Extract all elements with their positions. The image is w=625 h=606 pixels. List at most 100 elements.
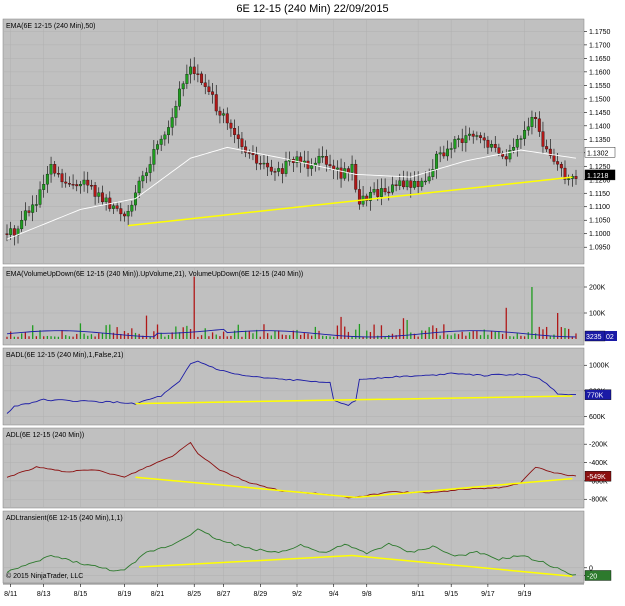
price-candle	[123, 213, 126, 217]
price-candle	[196, 73, 200, 75]
price-candle	[284, 161, 288, 174]
panel-0-y-tick-label: 1.1550	[589, 83, 611, 90]
copyright-text: © 2015 NinjaTrader, LLC	[6, 572, 83, 580]
price-candle	[468, 133, 471, 136]
indicator-4-trend-line	[139, 554, 353, 568]
price-candle	[9, 228, 13, 235]
price-candle	[152, 149, 156, 165]
indicator-2-line	[6, 360, 577, 414]
price-candle	[225, 113, 229, 124]
indicator-2-value-label: 770K	[587, 393, 604, 400]
x-tick-label: 9/17	[481, 591, 495, 598]
price-candle	[442, 152, 446, 157]
price-candle	[519, 138, 523, 140]
panel-0-y-tick-label: 1.1250	[589, 164, 611, 171]
price-candle	[416, 180, 420, 187]
indicator-3-value-tag	[584, 471, 612, 482]
price-candle	[255, 154, 259, 164]
panel-3-y-tick-label: -400K	[589, 460, 608, 467]
price-candle	[504, 156, 508, 160]
price-candle	[534, 117, 538, 119]
ema-value-tag	[584, 147, 616, 158]
price-candle	[20, 219, 24, 230]
price-candle	[376, 189, 380, 197]
price-candle	[130, 204, 134, 212]
chart-canvas[interactable]: 1.1750 1.1700 1.1650 1.1600 1.1550 1.1500 1.14…	[0, 18, 625, 606]
price-candle	[372, 189, 376, 193]
panel-4-background	[2, 510, 585, 584]
price-candle	[277, 168, 281, 172]
price-candle	[12, 228, 16, 236]
price-candle	[181, 83, 185, 90]
price-candle	[512, 147, 516, 151]
price-candle	[78, 184, 82, 187]
x-tick-label: 8/19	[118, 591, 132, 598]
panel-3-y-tick-label: -200K	[589, 442, 608, 449]
price-candle	[97, 192, 101, 197]
window-title: 6E 12-15 (240 Min) 22/09/2015	[0, 0, 625, 18]
price-candle	[89, 185, 93, 187]
price-candle	[482, 137, 486, 141]
price-candle	[104, 197, 108, 203]
price-candle	[269, 166, 273, 172]
price-trend-line	[128, 176, 573, 227]
indicator-2-value-tag	[584, 389, 612, 400]
x-tick-label: 9/11	[412, 591, 425, 598]
panel-0-y-tick-label: 1.1150	[589, 191, 610, 198]
price-candle	[218, 110, 222, 116]
price-candle	[233, 128, 237, 135]
price-candle	[453, 139, 457, 149]
price-candle	[479, 135, 483, 138]
x-tick-label: 8/27	[217, 591, 231, 598]
panel-3-title: ADL(6E 12-15 (240 Min))	[6, 432, 84, 439]
price-candle	[556, 161, 560, 165]
price-candle	[368, 191, 372, 201]
price-candle	[67, 183, 71, 185]
price-candle	[5, 233, 9, 235]
price-candle	[266, 162, 270, 168]
panel-0-y-tick-label: 1.1750	[589, 29, 611, 36]
indicator-4-line	[6, 528, 577, 576]
price-candle	[49, 164, 53, 175]
panel-0-y-tick-label: 1.1050	[589, 218, 611, 225]
price-candle	[464, 135, 468, 143]
panel-0-y-tick-label: 1.1600	[589, 69, 611, 76]
price-candle	[34, 204, 38, 206]
price-candle	[141, 175, 145, 182]
price-candle	[145, 172, 148, 176]
price-candle	[391, 184, 394, 193]
price-candle	[207, 86, 211, 92]
x-tick-label: 8/15	[74, 591, 88, 598]
x-tick-label: 8/13	[37, 591, 51, 598]
price-candle	[222, 113, 226, 116]
panel-0-y-tick-label: 1.1100	[589, 204, 610, 211]
price-candle	[324, 156, 328, 165]
panel-4-y-tick-label: 0	[589, 565, 593, 572]
price-candle	[523, 130, 527, 139]
price-candle	[471, 133, 475, 137]
price-candle	[548, 148, 552, 156]
price-candle	[126, 211, 130, 217]
price-candle	[310, 165, 314, 169]
price-candle	[156, 144, 159, 150]
price-candle	[163, 134, 167, 140]
indicator-2-trend-line	[135, 395, 573, 405]
price-candle	[56, 173, 60, 175]
price-candle	[240, 138, 244, 147]
panel-1-y-tick-label: 200K	[589, 285, 606, 292]
price-candle	[321, 156, 325, 158]
price-candle	[343, 168, 347, 179]
panel-2-background	[2, 347, 585, 426]
price-candle	[229, 122, 233, 129]
price-candle	[552, 155, 556, 162]
price-candle	[537, 118, 541, 132]
indicator-4-trend-line	[352, 554, 573, 577]
price-candle	[567, 178, 571, 180]
volume-label-2: 02	[606, 334, 614, 341]
price-candle	[23, 210, 27, 221]
panel-0-y-tick-label: 1.1200	[589, 177, 611, 184]
last-price-tag	[584, 169, 616, 181]
x-tick-label: 9/15	[444, 591, 458, 598]
price-candle	[306, 160, 310, 169]
